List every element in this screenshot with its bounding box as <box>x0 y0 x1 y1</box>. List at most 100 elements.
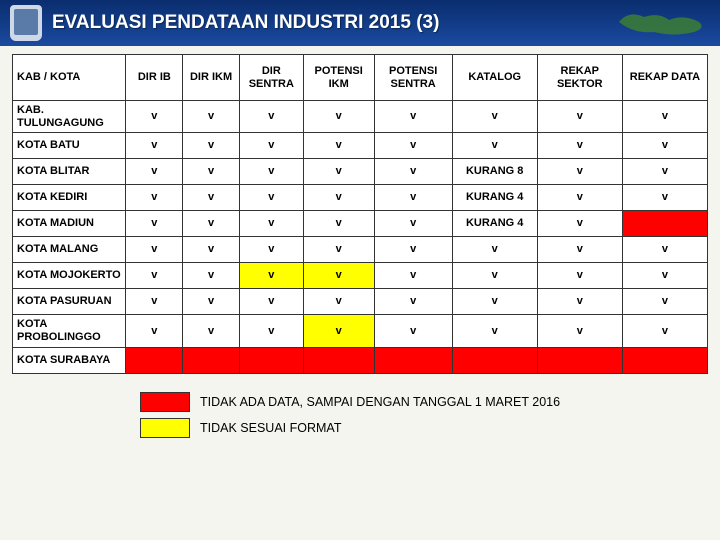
cell: v <box>239 211 303 237</box>
cell: v <box>622 263 707 289</box>
cell: v <box>374 237 452 263</box>
table-body: KAB. TULUNGAGUNGvvvvvvvvKOTA BATUvvvvvvv… <box>13 101 708 374</box>
cell: v <box>183 237 240 263</box>
col-header: DIR SENTRA <box>239 55 303 101</box>
logo-icon <box>10 5 42 41</box>
cell <box>374 347 452 373</box>
cell: v <box>303 289 374 315</box>
cell: v <box>374 133 452 159</box>
row-label: KOTA MALANG <box>13 237 126 263</box>
cell: v <box>537 211 622 237</box>
cell: v <box>183 101 240 133</box>
table-row: KOTA PROBOLINGGOvvvvvvvv <box>13 315 708 347</box>
page-title: EVALUASI PENDATAAN INDUSTRI 2015 (3) <box>52 12 439 34</box>
cell: v <box>239 289 303 315</box>
cell: v <box>537 185 622 211</box>
map-decor-icon <box>614 2 714 42</box>
cell: v <box>622 289 707 315</box>
cell: v <box>126 185 183 211</box>
cell: v <box>537 263 622 289</box>
cell: v <box>126 101 183 133</box>
cell: v <box>183 315 240 347</box>
cell: v <box>303 185 374 211</box>
table-row: KOTA BLITARvvvvvKURANG 8vv <box>13 159 708 185</box>
cell: v <box>374 315 452 347</box>
data-table-wrap: KAB / KOTADIR IBDIR IKMDIR SENTRAPOTENSI… <box>0 46 720 374</box>
cell: v <box>374 159 452 185</box>
col-header: DIR IKM <box>183 55 240 101</box>
row-label: KOTA SURABAYA <box>13 347 126 373</box>
cell: v <box>239 315 303 347</box>
cell <box>537 347 622 373</box>
data-table: KAB / KOTADIR IBDIR IKMDIR SENTRAPOTENSI… <box>12 54 708 374</box>
cell: v <box>537 133 622 159</box>
cell: v <box>126 289 183 315</box>
cell: v <box>374 185 452 211</box>
row-label: KAB. TULUNGAGUNG <box>13 101 126 133</box>
cell: v <box>452 289 537 315</box>
table-header-row: KAB / KOTADIR IBDIR IKMDIR SENTRAPOTENSI… <box>13 55 708 101</box>
cell: v <box>239 101 303 133</box>
cell: v <box>183 211 240 237</box>
row-label: KOTA BATU <box>13 133 126 159</box>
cell <box>622 211 707 237</box>
cell: v <box>303 263 374 289</box>
col-header: KATALOG <box>452 55 537 101</box>
cell: v <box>622 133 707 159</box>
cell: v <box>126 263 183 289</box>
table-row: KOTA KEDIRIvvvvvKURANG 4vv <box>13 185 708 211</box>
legend-item: TIDAK SESUAI FORMAT <box>140 418 720 438</box>
cell: v <box>537 159 622 185</box>
table-row: KOTA BATUvvvvvvvv <box>13 133 708 159</box>
legend: TIDAK ADA DATA, SAMPAI DENGAN TANGGAL 1 … <box>140 392 720 438</box>
cell: v <box>452 237 537 263</box>
table-row: KAB. TULUNGAGUNGvvvvvvvv <box>13 101 708 133</box>
page-header: EVALUASI PENDATAAN INDUSTRI 2015 (3) <box>0 0 720 46</box>
cell: v <box>622 237 707 263</box>
col-header: POTENSI IKM <box>303 55 374 101</box>
cell: v <box>239 133 303 159</box>
cell: v <box>303 315 374 347</box>
cell: v <box>183 159 240 185</box>
cell: v <box>452 133 537 159</box>
cell: v <box>374 211 452 237</box>
cell: v <box>452 101 537 133</box>
row-label: KOTA BLITAR <box>13 159 126 185</box>
cell: v <box>452 315 537 347</box>
cell: v <box>622 185 707 211</box>
cell: v <box>126 237 183 263</box>
table-row: KOTA MADIUNvvvvvKURANG 4v <box>13 211 708 237</box>
cell: v <box>303 133 374 159</box>
cell: v <box>183 289 240 315</box>
cell <box>126 347 183 373</box>
cell: v <box>537 237 622 263</box>
cell: KURANG 4 <box>452 185 537 211</box>
cell: v <box>303 101 374 133</box>
cell: v <box>303 211 374 237</box>
cell: v <box>239 159 303 185</box>
legend-swatch-yellow <box>140 418 190 438</box>
table-row: KOTA MOJOKERTOvvvvvvvv <box>13 263 708 289</box>
table-row: KOTA MALANGvvvvvvvv <box>13 237 708 263</box>
cell: v <box>374 101 452 133</box>
row-label: KOTA PROBOLINGGO <box>13 315 126 347</box>
col-header: REKAP SEKTOR <box>537 55 622 101</box>
cell: v <box>126 315 183 347</box>
legend-swatch-red <box>140 392 190 412</box>
row-label: KOTA MADIUN <box>13 211 126 237</box>
cell: v <box>183 263 240 289</box>
row-label: KOTA MOJOKERTO <box>13 263 126 289</box>
cell: v <box>374 289 452 315</box>
cell: v <box>239 263 303 289</box>
cell <box>452 347 537 373</box>
table-row: KOTA PASURUANvvvvvvvv <box>13 289 708 315</box>
cell <box>239 347 303 373</box>
col-header: KAB / KOTA <box>13 55 126 101</box>
cell: v <box>622 159 707 185</box>
cell: v <box>303 237 374 263</box>
cell: v <box>126 133 183 159</box>
cell: v <box>239 237 303 263</box>
col-header: POTENSI SENTRA <box>374 55 452 101</box>
cell: KURANG 8 <box>452 159 537 185</box>
cell: v <box>183 133 240 159</box>
